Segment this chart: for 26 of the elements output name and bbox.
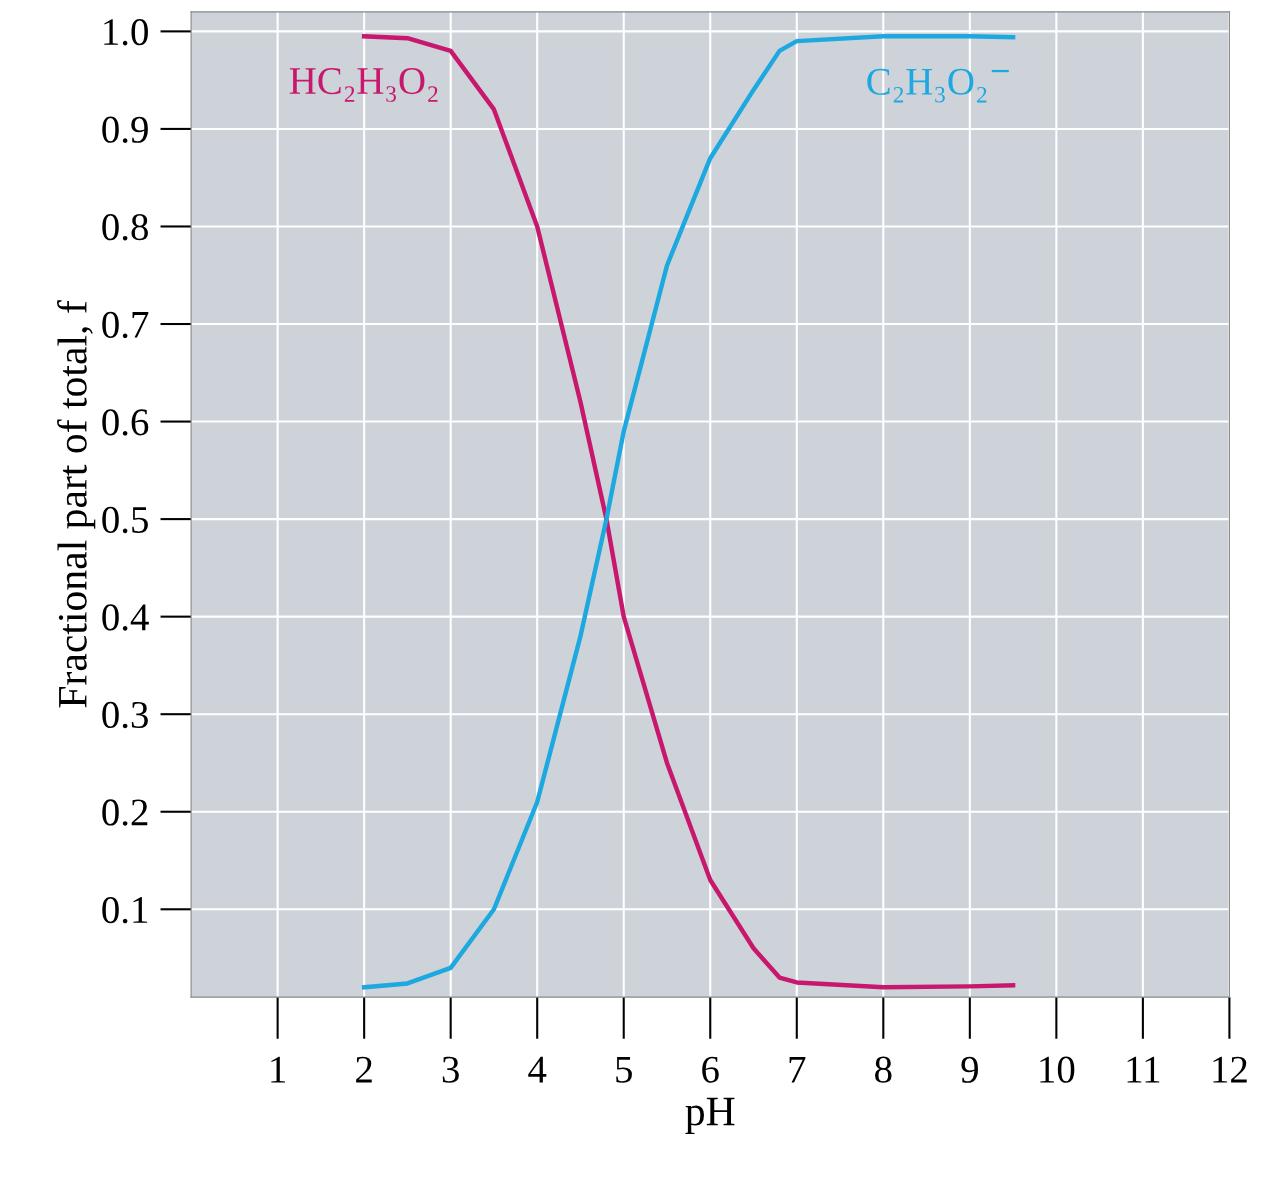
x-tick-label: 8 [875, 1056, 892, 1083]
x-axis-title: pH [685, 1097, 735, 1135]
y-tick-label: 0.3 [102, 701, 148, 729]
y-tick-label: 0.4 [102, 604, 149, 631]
y-tick-label: 0.1 [102, 896, 148, 924]
y-tick-label: 0.8 [102, 214, 148, 241]
x-tick-label: 2 [356, 1056, 372, 1083]
series-label: C₂H₃O₂$^{−}$ [867, 68, 1009, 103]
x-tick-label: 12 [1213, 1056, 1247, 1083]
y-tick-label: 0.6 [102, 409, 149, 436]
x-tick-label: 4 [528, 1056, 547, 1083]
x-tick-label: 11 [1127, 1056, 1160, 1083]
series-label: HC₂H₃O₂ [289, 68, 438, 102]
y-tick-label: 0.9 [102, 116, 148, 143]
x-tick-label: 5 [616, 1056, 632, 1083]
x-tick-label: 6 [702, 1056, 719, 1083]
y-tick-label: 0.7 [102, 311, 149, 339]
y-axis-title: Fractional part of total, f [57, 300, 96, 708]
y-tick-label: 0.2 [102, 799, 148, 826]
x-tick-label: 7 [789, 1056, 806, 1083]
x-tick-label: 3 [442, 1056, 459, 1083]
x-tick-label: 10 [1040, 1056, 1075, 1083]
y-tick-label: 1.0 [104, 19, 148, 46]
x-tick-label: 9 [961, 1056, 978, 1083]
y-tick-label: 0.5 [102, 506, 148, 534]
x-tick-label: 1 [271, 1056, 286, 1083]
